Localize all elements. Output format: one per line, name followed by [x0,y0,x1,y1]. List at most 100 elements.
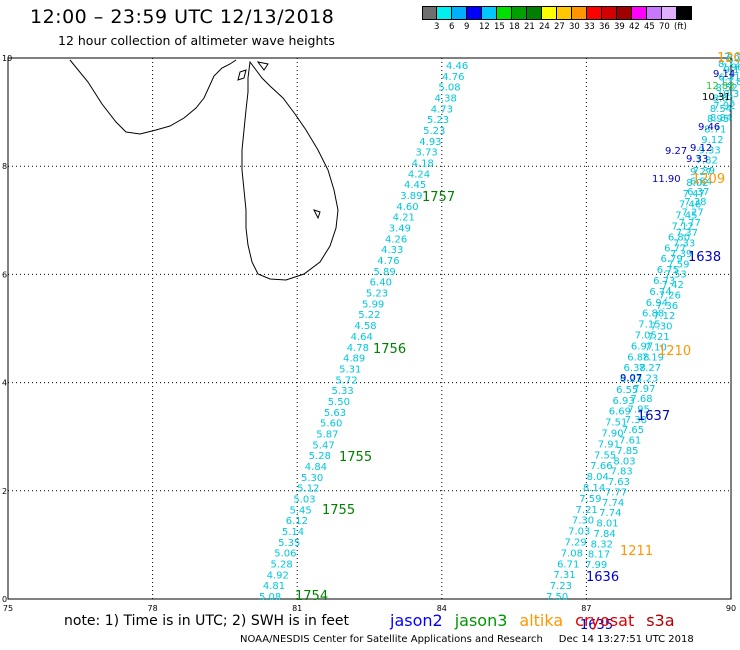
wave-height-value: 6.38 [624,363,646,374]
pass-id-label: 1637 [637,409,670,424]
wave-height-value: 7.30 [572,516,594,527]
wave-height-value: 7.29 [564,538,586,549]
wave-height-value: 6.23 [620,374,642,385]
wave-height-value: 6.74 [649,287,671,298]
satellite-name: cryosat [575,611,635,630]
wave-height-value: 9.27 [690,167,712,178]
high-wave-value: 9.07 [620,373,642,384]
wave-height-value: 7.74 [602,498,624,509]
wave-height-value: 5.63 [324,408,346,419]
wave-height-value: 7.77 [679,218,701,229]
wave-height-value: 4.26 [385,234,407,245]
wave-height-value: 7.63 [608,477,630,488]
wave-height-value: 5.28 [309,451,331,462]
x-tick-label: 90 [726,604,736,613]
wave-height-value: 6.40 [370,278,392,289]
wave-height-value: 5.47 [312,440,334,451]
wave-height-value: 7.08 [561,548,583,559]
footer-note: note: 1) Time is in UTC; 2) SWH is in fe… [64,613,350,629]
wave-height-value: 6.80 [668,232,690,243]
y-tick-label: 10 [2,54,12,63]
legend-label: 70 [659,22,670,32]
wave-height-value: 4.73 [431,104,453,115]
wave-height-value: 5.08 [259,592,281,603]
wave-height-value: 4.18 [412,159,434,170]
wave-height-value: 8.02 [686,178,708,189]
wave-height-value: 6.79 [660,254,682,265]
wave-height-value: 7.50 [546,592,568,603]
wave-height-value: 8.84 [710,113,732,124]
satellite-name: jason3 [454,611,508,630]
satellite-legend: jason2 jason3 altika cryosat s3a [390,611,675,630]
wave-height-value: 5.89 [373,267,395,278]
wave-height-value: 7.26 [659,290,681,301]
high-wave-value: 12.83 [706,81,735,92]
wave-height-value: 8.17 [588,550,610,561]
wave-height-value: 6.88 [627,352,649,363]
wave-height-value: 8.72 [727,53,740,64]
wave-height-value: 8.04 [587,472,609,483]
pass-id-label: 1636 [586,570,619,585]
island-coastline [313,209,321,220]
wave-height-value: 5.87 [316,429,338,440]
wave-height-value: 7.55 [594,450,616,461]
legend-color-swatch [617,6,632,20]
wave-height-value: 6.55 [616,385,638,396]
wave-height-value: 5.08 [438,83,460,94]
wave-height-value: 7.91 [598,439,620,450]
legend-label: 30 [569,22,580,32]
wave-height-value: 5.03 [293,494,315,505]
wave-height-value: 7.59 [667,259,689,270]
wave-height-value: 6.93 [612,396,634,407]
wave-height-value: 7.12 [653,311,675,322]
high-wave-value: 9.46 [698,122,720,133]
wave-height-value: 4.46 [446,61,468,72]
wave-height-value: 7.45 [675,211,697,222]
wave-height-value: 6.37 [687,187,709,198]
wave-height-value: 6.12 [286,516,308,527]
wave-height-value: 9.12 [701,135,723,146]
wave-height-value: 6.77 [664,243,686,254]
legend-color-swatch [632,6,647,20]
wave-height-value: 7.83 [611,467,633,478]
wave-height-value: 7.66 [590,461,612,472]
pass-id-label: 1210 [658,344,691,359]
wave-height-value: 7.51 [605,418,627,429]
wave-height-value: 5.30 [301,473,323,484]
high-wave-value: 10.31 [702,92,731,103]
wave-height-value: 5.14 [282,527,304,538]
wave-height-value: 3.73 [415,148,437,159]
pass-id-label: 1211 [620,544,653,559]
legend-color-swatch [602,6,617,20]
legend-color-swatch [557,6,572,20]
legend-color-swatch [542,6,557,20]
wave-height-value: 4.76 [442,72,464,83]
x-tick-label: 81 [292,604,302,613]
wave-height-value: 5.33 [332,386,354,397]
y-tick-label: 4 [2,379,7,388]
island-coastline [237,69,247,81]
wave-height-value: 7.42 [662,280,684,291]
legend-color-swatch [647,6,662,20]
axis-labels: 75 78 81 84 87 90 0 2 4 6 8 10 [2,54,736,613]
wave-height-value: 5.50 [328,397,350,408]
pass-id-label: 1754 [295,589,328,604]
wave-height-value: 5.23 [427,115,449,126]
pass-id-label: 1638 [688,250,721,265]
legend-label: 21 [524,22,535,32]
wave-height-value: 7.19 [642,353,664,364]
satellite-name: jason2 [390,611,443,630]
legend-label: 15 [494,22,505,32]
wave-height-value: 9.33 [698,145,720,156]
wave-height-value: 5.06 [274,549,296,560]
pass-id-label: 1209 [692,172,725,187]
wave-height-value: 4.84 [305,462,327,473]
island-coastline [256,61,269,71]
wave-height-value: 5.23 [366,289,388,300]
wave-height-value: 7.90 [601,429,623,440]
wave-height-value: 4.93 [419,137,441,148]
wave-height-value: 7.46 [679,200,701,211]
pass-id-label: 1755 [339,450,372,465]
wave-height-value: 3.89 [400,191,422,202]
wave-height-value: 7.21 [576,505,598,516]
